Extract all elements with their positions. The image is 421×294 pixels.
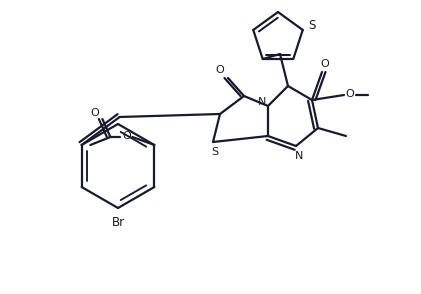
Text: O: O [122, 131, 131, 141]
Text: Br: Br [112, 216, 125, 228]
Text: N: N [295, 151, 303, 161]
Text: O: O [346, 89, 354, 99]
Text: S: S [308, 19, 315, 32]
Text: N: N [258, 97, 266, 107]
Text: O: O [90, 108, 99, 118]
Text: O: O [216, 65, 224, 75]
Text: S: S [211, 147, 218, 157]
Text: O: O [321, 59, 329, 69]
